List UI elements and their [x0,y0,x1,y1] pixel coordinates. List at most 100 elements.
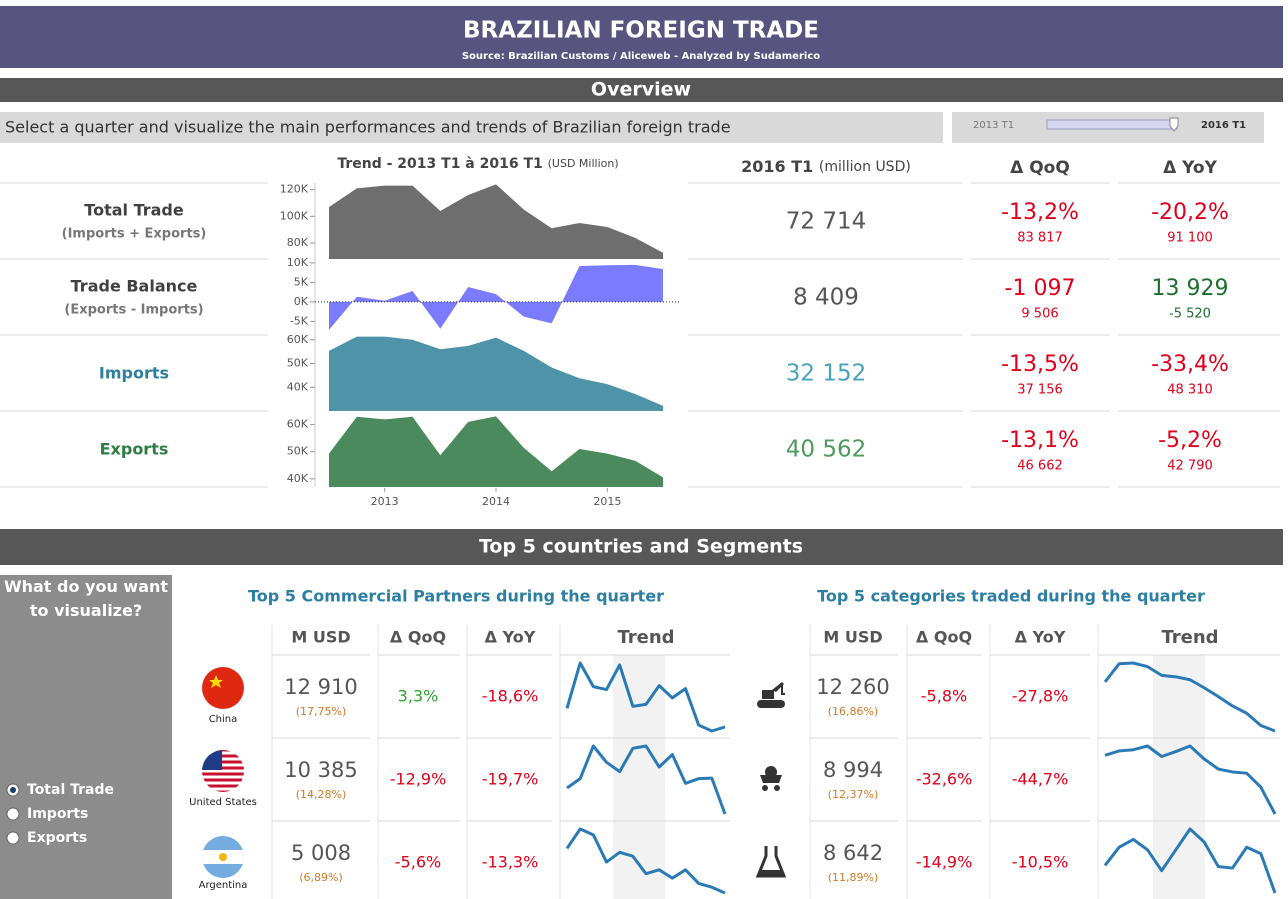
yoy: -18,6% [482,687,539,706]
yoy: -10,5% [1012,853,1069,872]
sparkline [565,827,726,895]
y-tick-label: 80K [287,236,309,249]
qoq-value: -13,5% [1001,352,1079,377]
current-title-text: 2016 T1 [741,157,813,176]
radio-label[interactable]: Exports [27,830,87,846]
flag-us [202,750,244,792]
qoq: 3,3% [398,687,439,706]
qoq-base: 46 662 [1017,459,1063,474]
sparkline [1104,744,1277,815]
column-header: Δ QoQ [916,628,972,647]
prompt: Select a quarter and visualize the main … [5,118,731,137]
sparkline [566,744,727,815]
row-sublabel: (Exports - Imports) [64,303,203,318]
y-tick-label: 60K [287,333,309,346]
qoq: -5,6% [395,853,441,872]
section-bar [0,529,1283,565]
country-name: Argentina [199,880,248,891]
yoy-base: 48 310 [1167,383,1213,398]
sparkline [565,661,726,733]
y-tick-label: 100K [280,209,309,222]
trend-area [329,416,663,487]
section-title: Top 5 countries and Segments [479,536,803,558]
share: (11,89%) [828,871,879,884]
column-header: Trend [1161,627,1218,648]
value: 5 008 [291,841,351,865]
qoq-value: -1 097 [1005,276,1076,301]
slider-handle[interactable] [1169,117,1179,132]
qoq: -5,8% [921,687,967,706]
yoy-base: 42 790 [1167,459,1213,474]
current-value: 72 714 [786,209,866,235]
share: (6,89%) [299,871,343,884]
row-sublabel: (Imports + Exports) [62,227,207,242]
y-tick-label: 40K [287,380,309,393]
value: 12 910 [284,675,357,699]
current-value: 32 152 [786,361,866,387]
y-tick-label: 5K [294,275,309,288]
y-tick-label: 60K [287,418,309,431]
yoy: -44,7% [1012,770,1069,789]
row-label: Trade Balance [71,277,198,296]
trend-unit: (USD Million) [548,157,619,170]
sparkline [1103,827,1277,894]
table-title: Top 5 categories traded during the quart… [817,587,1205,606]
prompt-box [0,112,943,143]
yoy: -19,7% [482,770,539,789]
radio-dot[interactable] [10,787,16,793]
radio[interactable] [6,807,20,821]
filter-panel [0,575,172,899]
qoq-base: 83 817 [1017,231,1063,246]
y-tick-label: 40K [287,472,309,485]
country-name: China [209,714,238,725]
table-title: Top 5 Commercial Partners during the qua… [248,587,664,606]
column-header: M USD [823,628,882,647]
y-tick-label: 0K [294,295,309,308]
x-tick-label: 2014 [482,495,510,508]
icon-machinery [757,682,785,708]
trend-area [329,336,663,411]
yoy-title: Δ YoY [1163,158,1218,178]
share: (17,75%) [296,705,347,718]
icon-flask [755,846,787,878]
column-header: Δ YoY [1015,628,1066,647]
current-unit: (million USD) [819,159,911,175]
x-tick-label: 2013 [371,495,399,508]
current-value: 40 562 [786,437,866,463]
column-header: Δ QoQ [390,628,446,647]
y-tick-label: 50K [287,357,309,370]
current-title: 2016 T1 (million USD) [741,157,911,176]
share: (14,28%) [296,788,347,801]
row-label: Imports [99,364,169,383]
yoy-value: -20,2% [1151,200,1229,225]
share: (16,86%) [828,705,879,718]
yoy-base: -5 520 [1169,307,1211,322]
value: 8 994 [823,758,883,782]
qoq-value: -13,2% [1001,200,1079,225]
trend-area [329,184,663,259]
qoq: -14,9% [916,853,973,872]
radio[interactable] [6,831,20,845]
qoq-value: -13,1% [1001,428,1079,453]
row-label: Exports [100,440,169,459]
trend-title-text: Trend - 2013 T1 à 2016 T1 [337,156,542,172]
y-tick-label: -5K [290,314,309,327]
y-tick-label: 10K [287,256,309,269]
radio-label[interactable]: Total Trade [27,782,114,798]
yoy-base: 91 100 [1167,231,1213,246]
section-bar [0,78,1283,102]
flag-argentina [202,836,244,878]
qoq-base: 9 506 [1021,307,1058,322]
value: 10 385 [284,758,357,782]
slider-track[interactable] [1046,119,1178,130]
qoq-base: 37 156 [1017,383,1063,398]
trend-shade [613,655,665,899]
slider-end: 2016 T1 [1201,120,1246,131]
qoq: -32,6% [916,770,973,789]
current-value: 8 409 [793,285,859,311]
yoy-value: -33,4% [1151,352,1229,377]
section-title: Overview [591,79,691,101]
radio-label[interactable]: Imports [27,806,88,822]
